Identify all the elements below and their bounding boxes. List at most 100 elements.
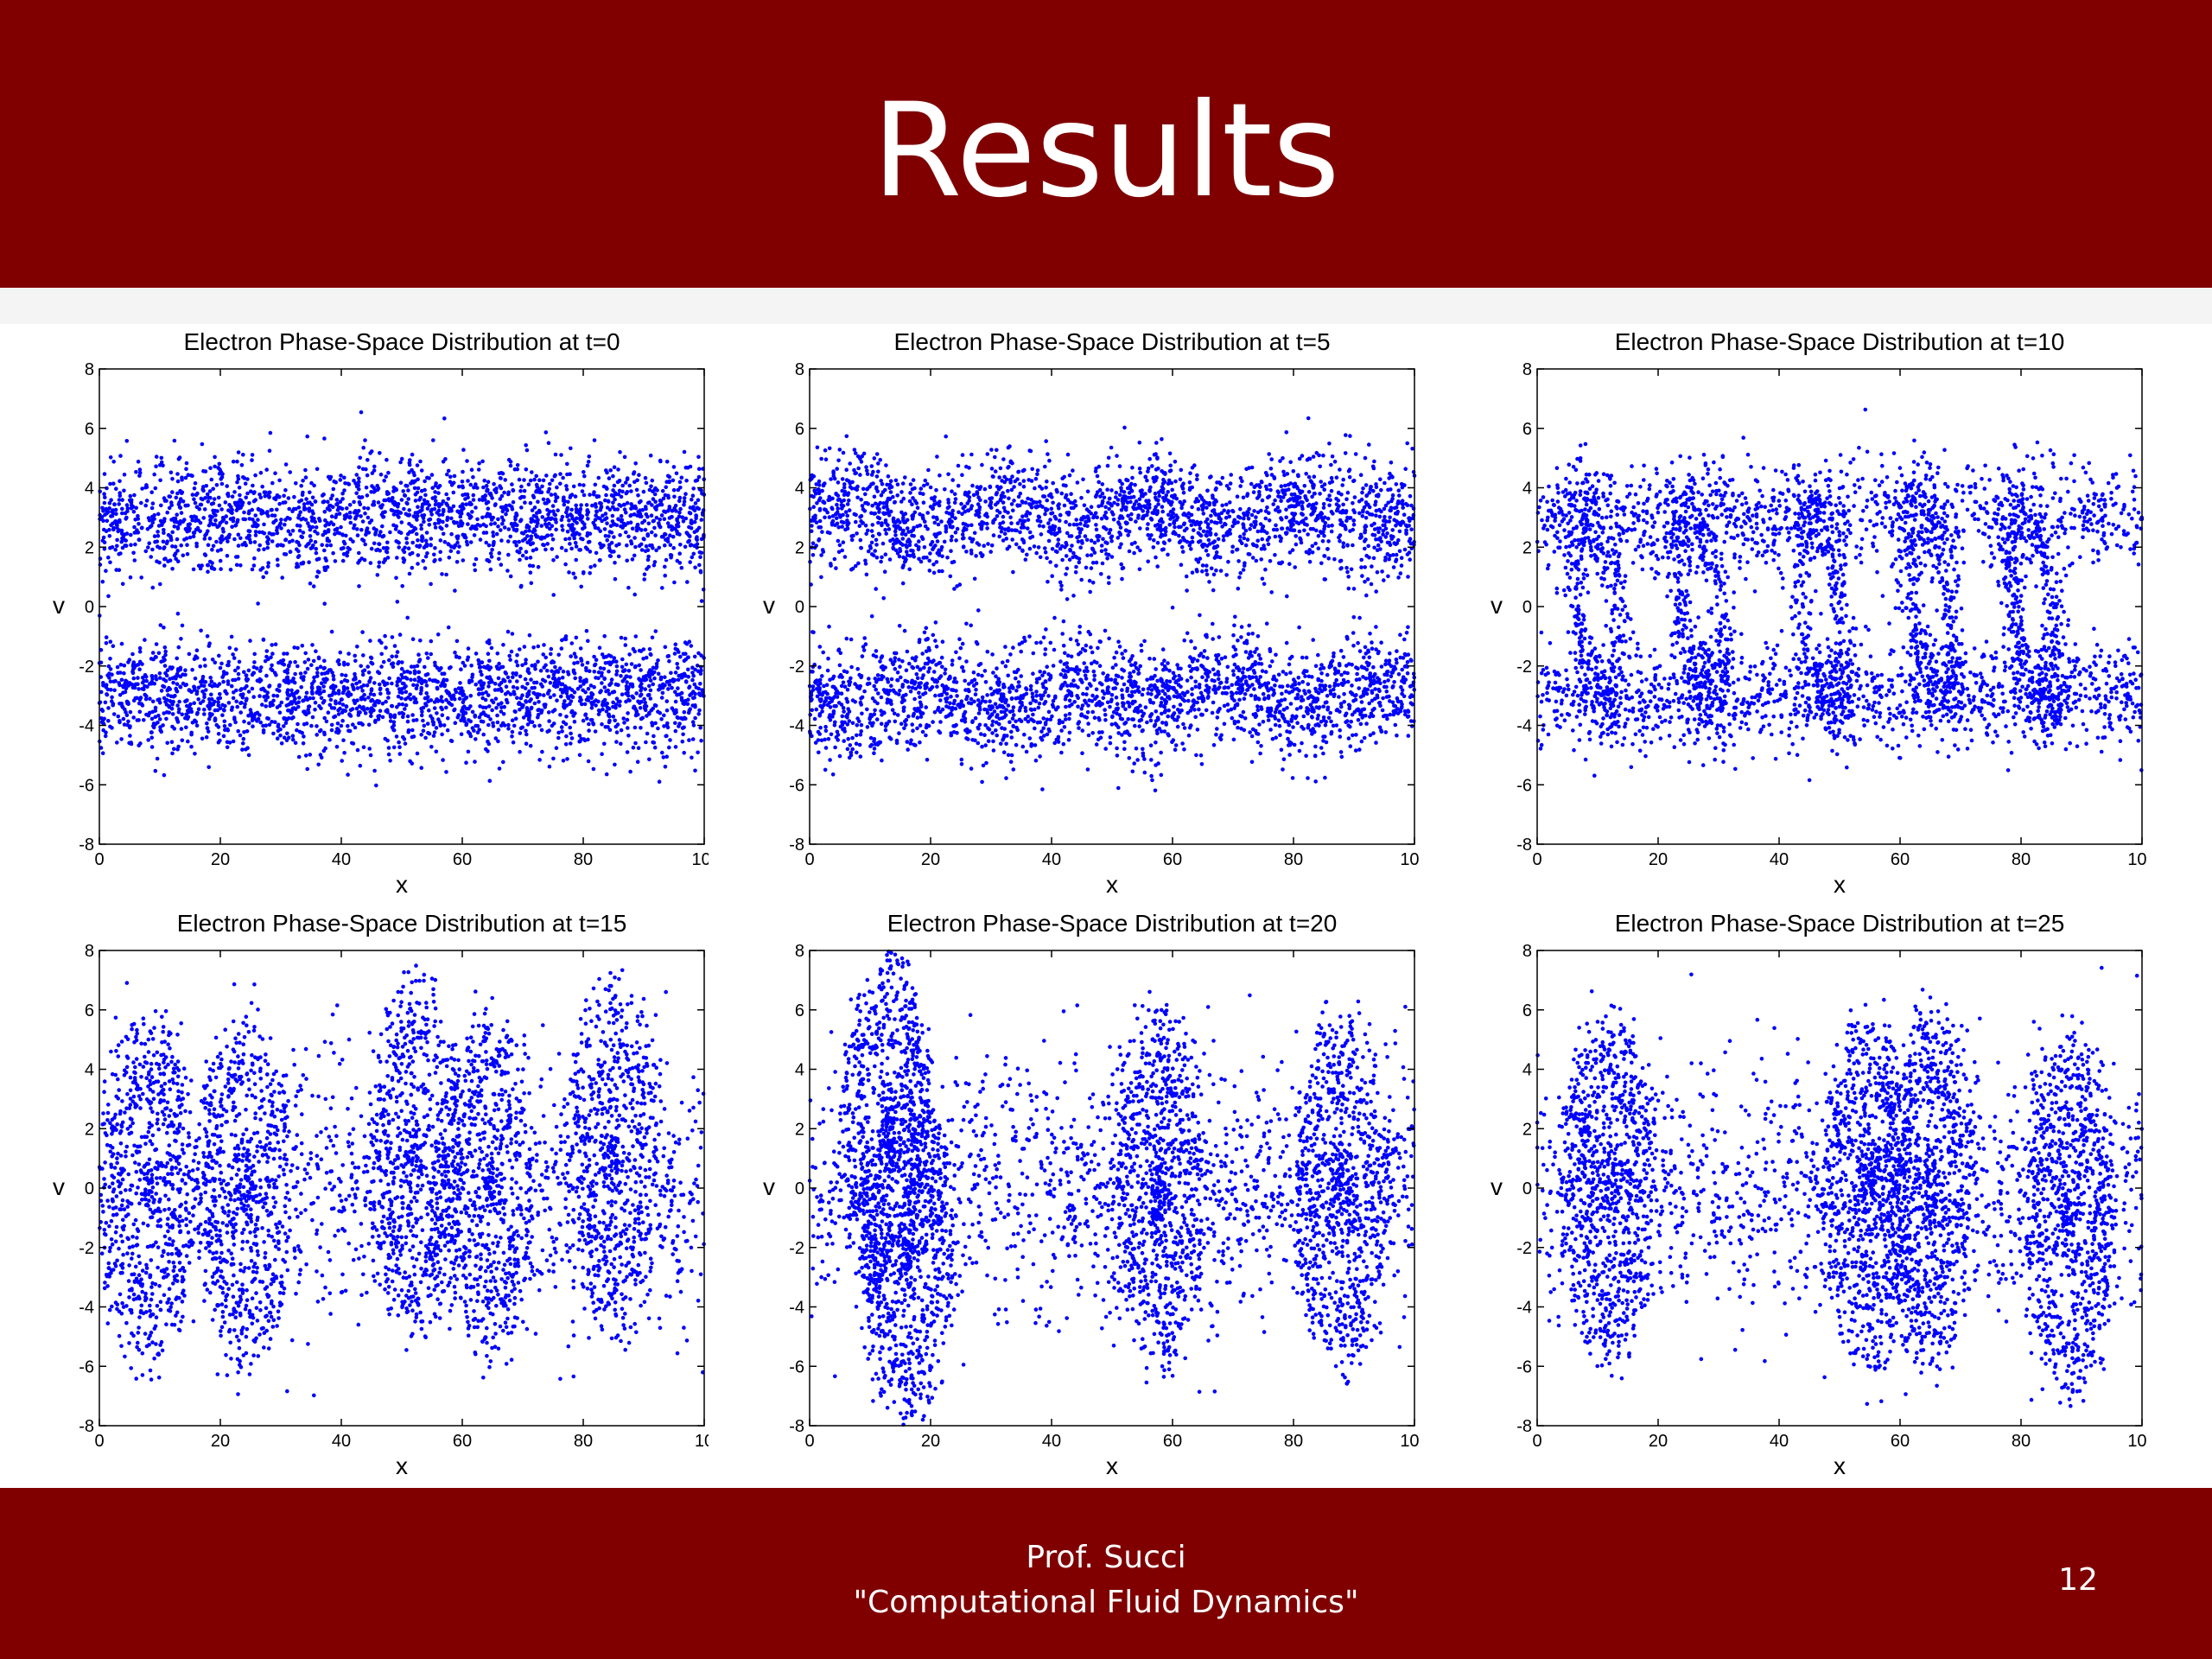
data-point [112,502,117,506]
data-point [588,571,592,575]
data-point [108,560,112,565]
data-point [241,736,246,741]
data-point [654,661,659,666]
data-point [520,553,525,558]
data-point [202,657,207,662]
data-point [332,715,336,720]
data-point [192,688,197,692]
data-point [419,733,424,737]
data-point [353,653,358,658]
data-point [460,480,465,484]
data-point [625,500,630,505]
data-point [633,544,638,550]
data-point [602,633,607,639]
data-point [283,721,289,725]
data-point [436,502,442,506]
data-point [308,538,314,543]
data-point [565,472,569,477]
data-point [365,683,370,688]
data-point [343,709,348,713]
data-point [238,710,244,715]
data-point [598,709,602,714]
data-point [604,772,609,777]
data-point [1243,561,1247,565]
data-point [594,703,598,708]
data-point [230,705,235,710]
data-point [192,497,196,502]
data-point [486,704,492,709]
data-point [192,531,196,536]
data-point [433,525,438,530]
data-point [106,706,111,710]
data-point [365,473,370,478]
data-point [624,699,628,704]
data-point [132,558,137,563]
data-point [319,681,324,685]
data-point [186,739,190,744]
data-point [213,454,217,460]
data-point [546,441,551,445]
data-point [154,655,158,659]
data-point [524,443,528,448]
data-point [440,732,444,737]
data-point [596,699,601,704]
data-point [200,690,205,694]
data-point [581,718,586,723]
data-point [514,672,518,677]
data-point [579,503,583,507]
data-point [676,487,681,493]
data-point [1220,524,1224,529]
data-point [120,511,124,516]
data-point [915,664,920,670]
data-point [1134,746,1139,751]
data-point [275,736,280,741]
data-point [219,470,224,474]
data-point [374,528,378,532]
data-point [334,502,339,507]
data-point [520,684,524,690]
data-point [644,480,649,486]
data-point [459,512,464,516]
data-point [624,662,629,667]
data-point [647,673,652,678]
data-point [124,543,129,548]
data-point [1001,457,1006,461]
data-point [626,690,630,695]
data-point [1098,494,1103,499]
data-point [410,452,415,457]
data-point [532,505,537,510]
data-point [534,680,539,685]
y-tick-label: 4 [85,480,94,499]
data-point [395,683,399,688]
data-point [696,712,701,716]
data-point [671,545,676,550]
data-point [692,519,697,524]
data-point [264,654,269,659]
data-point [152,512,156,518]
data-point [451,693,456,698]
data-point [653,629,658,633]
data-point [588,493,592,497]
data-point [306,658,311,662]
data-point [418,691,423,696]
data-point [309,663,314,667]
data-point [336,689,341,693]
data-point [667,505,672,509]
data-point [674,509,678,513]
data-point [537,478,542,482]
data-point [596,670,601,675]
data-point [613,724,619,729]
data-point [401,712,406,716]
data-point [487,658,492,664]
data-point [538,536,543,541]
data-point [231,459,236,464]
data-point [1358,473,1363,477]
data-point [334,498,340,502]
data-point [231,652,235,657]
data-point [175,537,180,542]
data-point [560,690,565,695]
data-point [698,725,702,730]
data-point [108,639,113,644]
data-point [212,497,217,501]
data-point [1293,565,1297,569]
